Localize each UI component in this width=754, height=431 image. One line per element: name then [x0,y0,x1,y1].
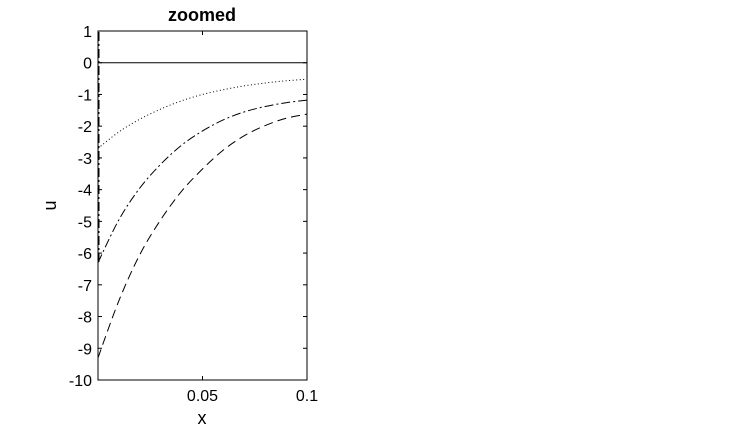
y-axis: 1 0 -1 -2 -3 -4 -5 -6 -7 -8 -9 -10 [69,24,307,390]
series-line-dashed [97,113,308,358]
x-tick-label: 0.1 [296,388,318,405]
x-axis: 0.05 0.1 [187,31,318,405]
y-tick-label: -5 [78,214,92,231]
chart-title: zoomed [168,5,236,25]
y-tick-label: -9 [78,341,92,358]
series-layer [97,32,308,358]
y-tick-label: -7 [78,278,92,295]
y-tick-label: -8 [78,310,92,327]
y-axis-label: u [40,200,60,210]
series-line-dashdot [97,99,308,263]
y-tick-label: -2 [78,119,92,136]
y-tick-label: 0 [83,56,92,73]
x-axis-label: x [198,408,207,428]
y-tick-label: -4 [78,183,92,200]
y-tick-label: 1 [83,24,92,41]
x-tick-label: 0.05 [187,388,218,405]
y-tick-label: -10 [69,373,92,390]
y-tick-label: -1 [78,87,92,104]
plot-area: 1 0 -1 -2 -3 -4 -5 -6 -7 -8 -9 -10 0.05 0.1 [69,24,318,405]
y-tick-label: -6 [78,246,92,263]
y-tick-label: -3 [78,151,92,168]
